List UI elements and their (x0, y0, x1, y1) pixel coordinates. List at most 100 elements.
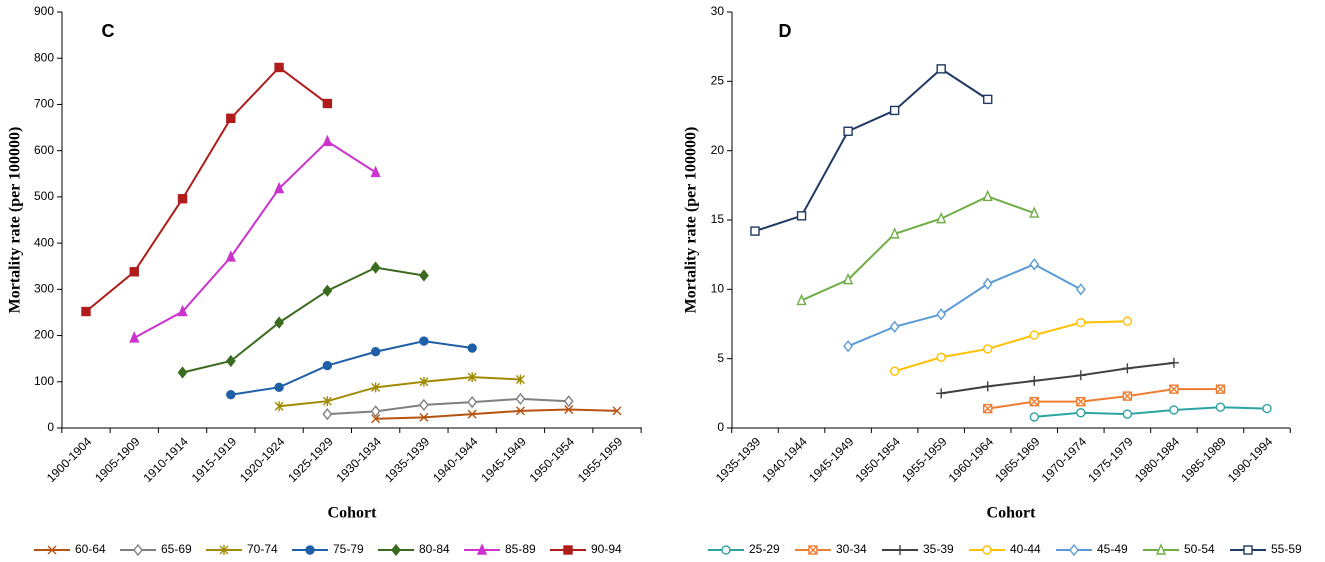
legend-marker (1069, 543, 1079, 557)
y-tick-label: 25 (711, 74, 725, 88)
legend-label: 35-39 (923, 542, 954, 556)
marker (1075, 370, 1086, 381)
y-tick-label: 900 (34, 4, 54, 18)
legend-item: 90-94 (550, 542, 622, 556)
marker (1122, 316, 1133, 326)
marker (467, 372, 477, 383)
marker (983, 344, 993, 354)
y-tick-label: 800 (34, 50, 54, 64)
marker-shape (129, 267, 139, 277)
marker (515, 406, 525, 416)
marker-shape (936, 64, 946, 74)
legend-label: 55-59 (1271, 542, 1302, 556)
series-line (847, 263, 1082, 348)
legend-item: 25-29 (708, 542, 780, 556)
marker (889, 366, 900, 376)
y-tick-label: 5 (717, 351, 724, 365)
x-tick-label: 1955-1959 (575, 434, 626, 485)
marker (1076, 408, 1086, 418)
marker (274, 401, 284, 412)
series-line (85, 66, 328, 313)
marker (936, 211, 947, 224)
marker-shape (1029, 397, 1039, 407)
legend-label: 90-94 (591, 542, 622, 556)
series-line (278, 376, 521, 408)
series-line (941, 361, 1175, 395)
marker-shape (983, 94, 993, 105)
marker-shape (750, 226, 760, 236)
legend-item: 65-69 (120, 542, 192, 556)
marker-shape (1215, 384, 1225, 394)
marker (982, 277, 993, 290)
marker-shape (796, 211, 807, 221)
marker (612, 406, 622, 416)
legend-marker (219, 545, 229, 555)
marker-shape (177, 194, 188, 204)
x-tick-label: 1940-1944 (759, 434, 810, 485)
marker (1076, 317, 1086, 328)
marker (81, 306, 91, 317)
marker-shape (274, 62, 284, 73)
x-tick-label: 1905-1909 (92, 434, 143, 485)
series-line (133, 140, 377, 339)
marker (936, 352, 946, 362)
marker (889, 227, 900, 239)
y-tick-label: 200 (34, 328, 54, 342)
x-tick-label: 1925-1929 (285, 434, 336, 485)
marker (371, 414, 381, 424)
marker (322, 408, 333, 421)
marker (467, 409, 477, 419)
marker (225, 354, 236, 368)
marker (983, 94, 993, 105)
x-tick-label: 1960-1964 (946, 434, 997, 485)
marker (1029, 396, 1039, 407)
marker (1075, 283, 1086, 296)
marker (467, 395, 478, 409)
y-tick-label: 400 (34, 235, 54, 249)
panel-label: D (779, 21, 792, 41)
legend-marker (895, 545, 905, 555)
legend-marker (563, 545, 573, 555)
legend-item: 70-74 (206, 542, 278, 556)
marker (1122, 363, 1133, 374)
y-tick-label: 600 (34, 143, 54, 157)
legend-item: 80-84 (378, 542, 450, 556)
y-tick-label: 10 (711, 282, 725, 296)
legend-label: 75-79 (333, 542, 364, 556)
marker (1076, 396, 1086, 407)
marker (322, 134, 333, 147)
marker (1215, 402, 1226, 412)
marker (1122, 409, 1133, 419)
series-line (801, 195, 1035, 302)
marker-shape (226, 113, 236, 124)
legend-marker (133, 543, 143, 557)
marker (371, 382, 381, 393)
y-axis-title: Mortality rate (per 100000) (683, 127, 700, 314)
x-tick-label: 1935-1939 (713, 434, 764, 485)
marker (1168, 357, 1179, 368)
series-line (182, 266, 425, 374)
legend-label: 40-44 (1010, 542, 1041, 556)
series-line (987, 388, 1221, 410)
y-tick-label: 0 (717, 420, 724, 434)
series-line (754, 67, 989, 233)
marker (225, 250, 236, 262)
marker (419, 412, 429, 422)
marker (796, 293, 807, 306)
marker (419, 269, 429, 282)
marker (274, 382, 284, 393)
x-tick-label: 1985-1989 (1178, 434, 1229, 485)
legend-item: 75-79 (292, 542, 364, 556)
marker (177, 366, 188, 379)
x-tick-label: 1965-1969 (992, 434, 1043, 485)
marker (1029, 206, 1040, 218)
x-tick-label: 1940-1944 (430, 434, 481, 485)
x-axis-title: Cohort (328, 505, 378, 522)
x-tick-label: 1975-1979 (1085, 434, 1136, 485)
y-tick-label: 100 (34, 374, 54, 388)
marker (1029, 258, 1040, 271)
legend-label: 85-89 (505, 542, 536, 556)
legend-label: 65-69 (161, 542, 192, 556)
marker (274, 181, 285, 194)
